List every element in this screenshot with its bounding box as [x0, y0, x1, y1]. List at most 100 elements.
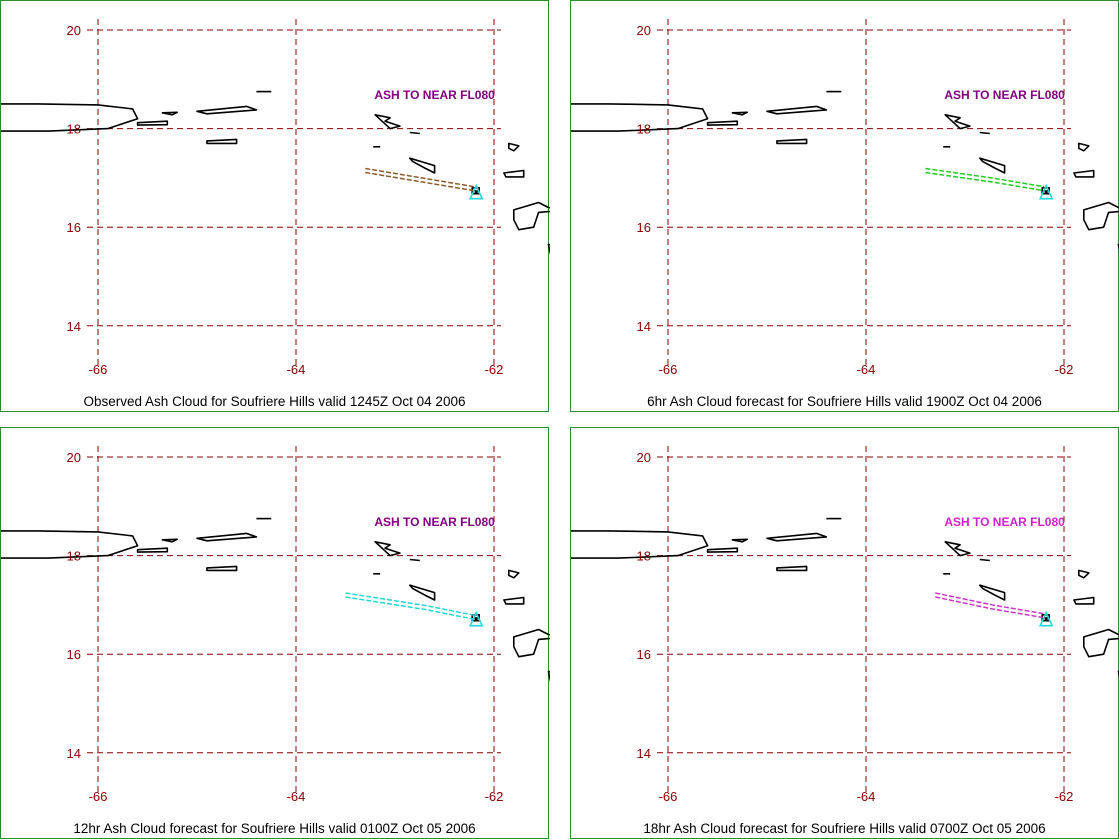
island-barbuda	[1078, 569, 1090, 579]
panel-caption: Observed Ash Cloud for Soufriere Hills v…	[83, 394, 466, 409]
ash-altitude-annotation: ASH TO NEAR FL080	[944, 515, 1065, 529]
island-virgin-islands	[196, 532, 258, 542]
ash-plume-edge	[935, 596, 1045, 619]
island-st-kitts-nevis	[979, 157, 1006, 174]
lon-tick-label: -66	[659, 789, 678, 804]
island-st-barts	[409, 131, 420, 135]
volcano-icon	[468, 610, 484, 627]
volcano-vent	[1044, 617, 1048, 621]
ash-plume-edge	[365, 171, 475, 192]
lon-tick-label: -62	[485, 789, 504, 804]
ash-plume-edge	[345, 592, 475, 616]
panel-caption: 6hr Ash Cloud forecast for Soufriere Hil…	[647, 394, 1042, 409]
island-culebra	[731, 538, 748, 543]
lat-tick-label: 16	[67, 647, 81, 662]
island-puerto-rico	[1, 103, 139, 132]
lon-tick-label: -64	[287, 362, 306, 377]
island-st-kitts-nevis	[409, 157, 436, 174]
ash-plume-edge	[345, 596, 475, 620]
volcano-vent	[474, 190, 478, 194]
map-panel-6hr: ASH TO NEAR FL08020181614-66-64-62-60-58…	[570, 0, 1119, 412]
island-guadeloupe	[1083, 201, 1119, 231]
island-st-barts	[409, 558, 420, 562]
lat-tick-label: 14	[67, 746, 81, 761]
lat-tick-label: 16	[67, 220, 81, 235]
island-antigua	[503, 169, 525, 178]
island-st-croix	[206, 138, 238, 145]
island-anguilla	[374, 114, 401, 130]
island-antigua	[503, 596, 525, 605]
island-antigua	[1073, 169, 1095, 178]
lon-tick-label: -66	[659, 362, 678, 377]
island-guadeloupe	[1083, 628, 1119, 658]
lon-tick-label: -62	[485, 362, 504, 377]
lat-tick-label: 20	[637, 23, 651, 38]
volcano-vent	[1044, 190, 1048, 194]
lat-tick-label: 14	[67, 319, 81, 334]
island-virgin-islands	[196, 105, 258, 115]
island-vieques	[706, 120, 739, 126]
island-anguilla	[374, 541, 401, 557]
lat-tick-label: 20	[637, 450, 651, 465]
lat-tick-label: 16	[637, 220, 651, 235]
lat-tick-label: 18	[67, 549, 81, 564]
island-barbuda	[1078, 142, 1090, 152]
volcano-icon	[1038, 610, 1054, 627]
island-puerto-rico	[1, 530, 139, 559]
island-antigua	[1073, 596, 1095, 605]
island-vieques	[706, 547, 739, 553]
panel-caption: 12hr Ash Cloud forecast for Soufriere Hi…	[73, 821, 476, 836]
map-panel-12hr: ASH TO NEAR FL08020181614-66-64-62-60-58…	[0, 427, 550, 839]
island-st-barts	[979, 131, 990, 135]
map-panel-observed: ASH TO NEAR FL08020181614-66-64-62-60-58…	[0, 0, 550, 412]
island-culebra	[161, 111, 178, 116]
island-anguilla	[944, 541, 971, 557]
island-guadeloupe	[513, 201, 550, 231]
island-puerto-rico	[571, 530, 709, 559]
island-dominica	[547, 670, 550, 683]
volcano-icon	[468, 183, 484, 200]
island-barbuda	[508, 142, 520, 152]
ash-plume-edge	[365, 167, 475, 188]
island-barbuda	[508, 569, 520, 579]
ash-altitude-annotation: ASH TO NEAR FL080	[374, 88, 495, 102]
island-st-croix	[776, 138, 808, 145]
ash-altitude-annotation: ASH TO NEAR FL080	[374, 515, 495, 529]
island-vieques	[136, 120, 169, 126]
island-virgin-islands	[766, 105, 828, 115]
island-anguilla	[944, 114, 971, 130]
map-panel-18hr: ASH TO NEAR FL08020181614-66-64-62-60-58…	[570, 427, 1119, 839]
lat-tick-label: 14	[637, 746, 651, 761]
volcano-icon	[1038, 183, 1054, 200]
ash-altitude-annotation: ASH TO NEAR FL080	[944, 88, 1065, 102]
island-puerto-rico	[571, 103, 709, 132]
island-st-kitts-nevis	[979, 584, 1006, 601]
lon-tick-label: -62	[1055, 362, 1074, 377]
lat-tick-label: 20	[67, 450, 81, 465]
ash-plume-edge	[925, 171, 1045, 192]
ash-plume-edge	[925, 167, 1045, 188]
volcano-vent	[474, 617, 478, 621]
lon-tick-label: -64	[857, 362, 876, 377]
island-st-croix	[206, 565, 238, 572]
island-culebra	[161, 538, 178, 543]
lat-tick-label: 16	[637, 647, 651, 662]
island-st-croix	[776, 565, 808, 572]
lon-tick-label: -66	[89, 362, 108, 377]
lon-tick-label: -64	[857, 789, 876, 804]
island-st-barts	[979, 558, 990, 562]
lat-tick-label: 18	[67, 122, 81, 137]
island-dominica	[547, 243, 550, 256]
island-guadeloupe	[513, 628, 550, 658]
island-culebra	[731, 111, 748, 116]
lat-tick-label: 14	[637, 319, 651, 334]
island-vieques	[136, 547, 169, 553]
island-st-kitts-nevis	[409, 584, 436, 601]
lat-tick-label: 18	[637, 122, 651, 137]
ash-plume-edge	[935, 592, 1045, 615]
lon-tick-label: -64	[287, 789, 306, 804]
